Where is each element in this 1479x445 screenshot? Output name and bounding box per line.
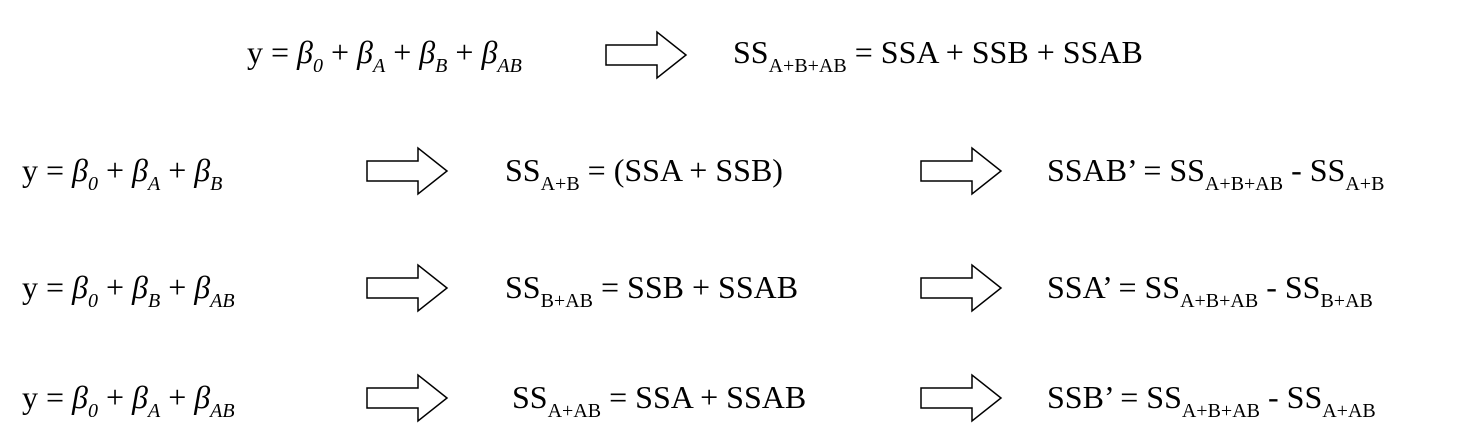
ss-a-plus-ab-equation: SSA+AB = SSA + SSAB: [512, 379, 807, 422]
model-without-ab-equation: y = β0 + βA + βB: [22, 152, 223, 195]
block-right-arrow-icon: [920, 373, 1003, 423]
model-without-b-equation: y = β0 + βA + βAB: [22, 379, 235, 422]
block-right-arrow-icon: [605, 30, 688, 80]
block-right-arrow-icon: [920, 146, 1003, 196]
ssa-prime-equation: SSA’ = SSA+B+AB - SSB+AB: [1047, 269, 1373, 312]
ssb-prime-equation: SSB’ = SSA+B+AB - SSA+AB: [1047, 379, 1376, 422]
ss-b-plus-ab-equation: SSB+AB = SSB + SSAB: [505, 269, 799, 312]
full-model-equation: y = β0 + βA + βB + βAB: [247, 34, 522, 77]
block-right-arrow-icon: [920, 263, 1003, 313]
ssab-prime-equation: SSAB’ = SSA+B+AB - SSA+B: [1047, 152, 1385, 195]
block-right-arrow-icon: [366, 263, 449, 313]
full-model-ss-equation: SSA+B+AB = SSA + SSB + SSAB: [733, 34, 1143, 77]
block-right-arrow-icon: [366, 146, 449, 196]
block-right-arrow-icon: [366, 373, 449, 423]
model-without-a-equation: y = β0 + βB + βAB: [22, 269, 235, 312]
ss-a-plus-b-equation: SSA+B = (SSA + SSB): [505, 152, 783, 195]
